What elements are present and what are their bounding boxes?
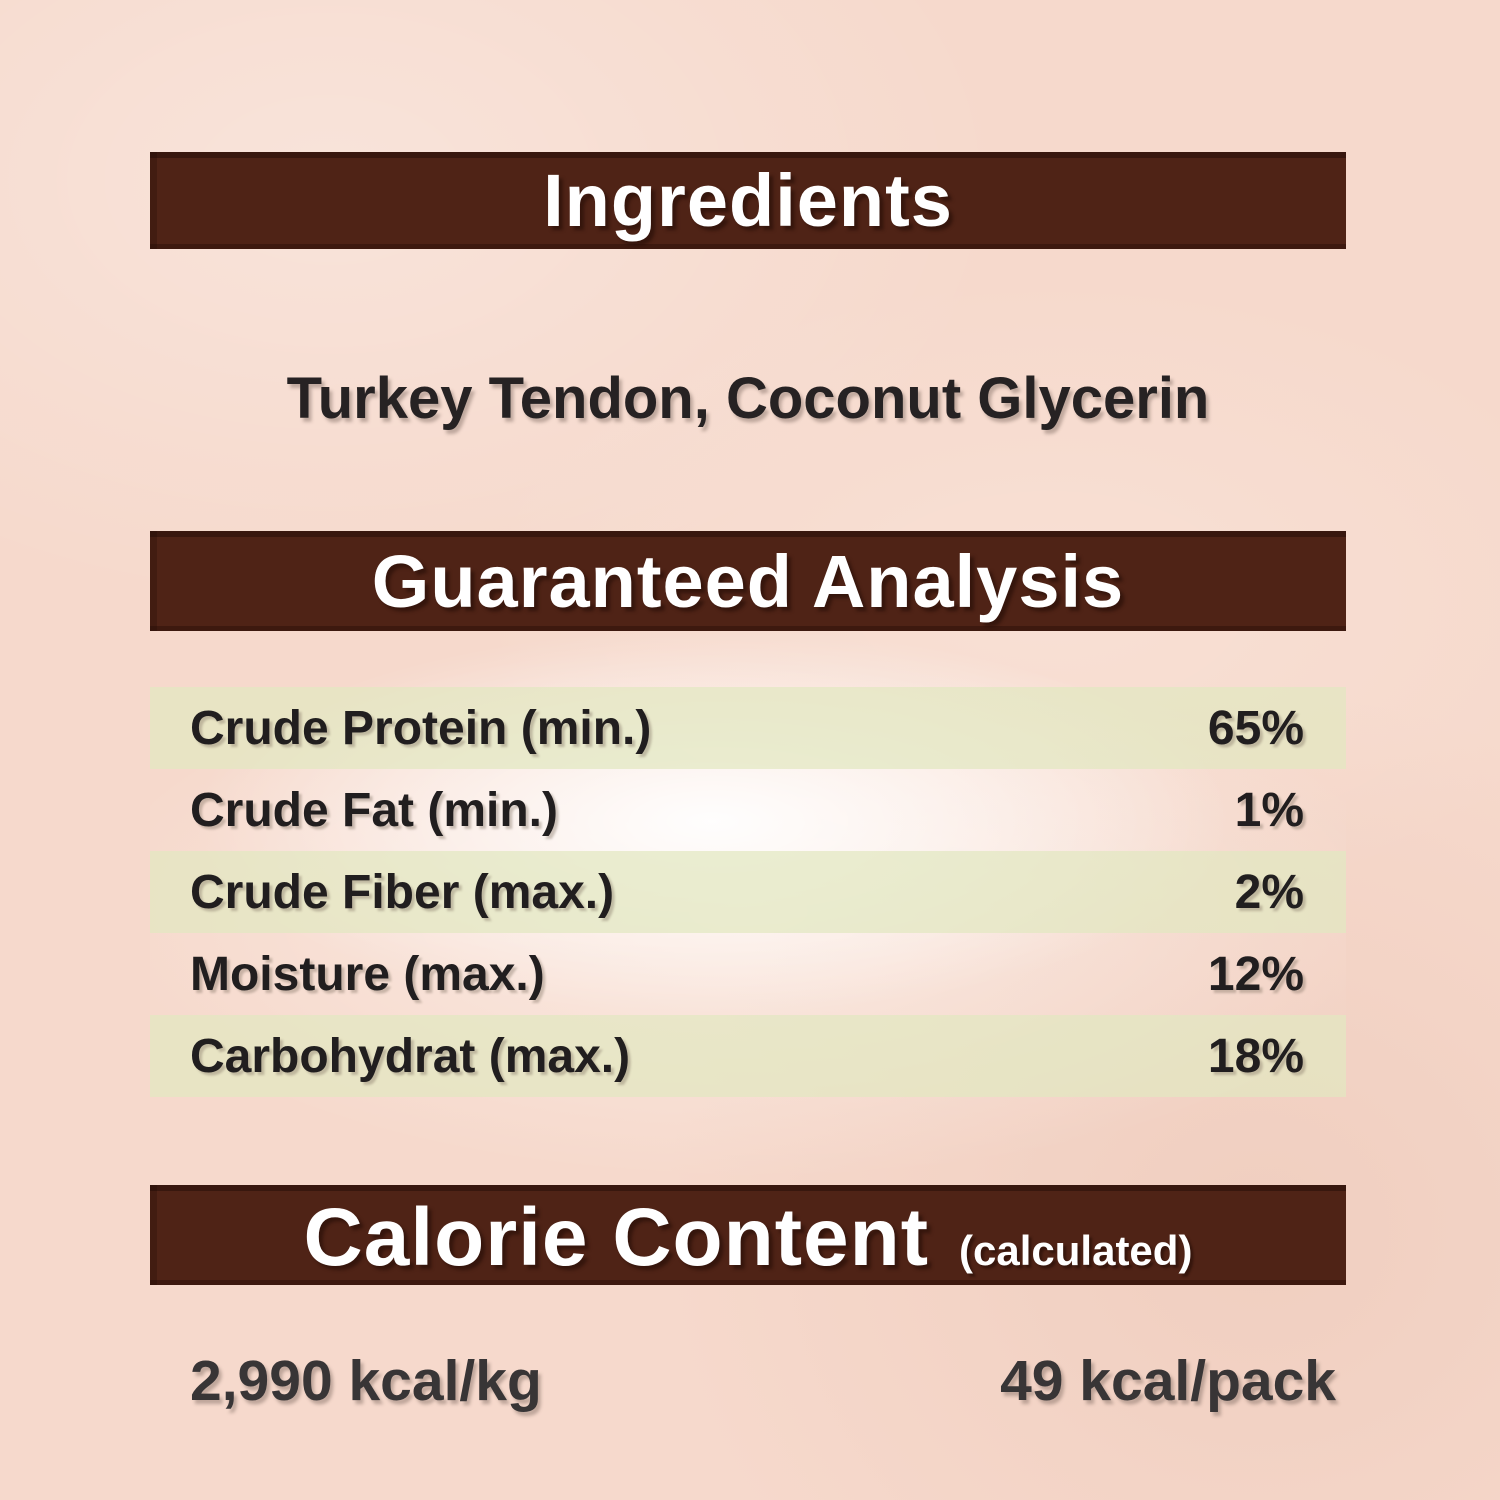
ingredients-list: Turkey Tendon, Coconut Glycerin: [286, 366, 1210, 431]
analysis-row-moisture: Moisture (max.) 12%: [150, 933, 1346, 1015]
calorie-content-title: Calorie Content: [303, 1192, 930, 1283]
calorie-values-row: 2,990 kcal/kg 49 kcal/pack: [150, 1348, 1346, 1414]
analysis-row-carbohydrate: Carbohydrat (max.) 18%: [150, 1015, 1346, 1097]
analysis-label: Crude Fiber (max.): [190, 865, 615, 919]
guaranteed-analysis-title: Guaranteed Analysis: [371, 539, 1125, 623]
analysis-label: Crude Fat (min.): [190, 783, 558, 837]
calorie-content-subtitle: (calculated): [959, 1227, 1193, 1274]
guaranteed-analysis-header-bar: Guaranteed Analysis: [150, 531, 1346, 631]
calorie-content-header-bar: Calorie Content (calculated): [150, 1185, 1346, 1285]
analysis-label: Crude Protein (min.): [190, 701, 652, 755]
analysis-value: 65%: [1207, 701, 1304, 755]
analysis-row-crude-fiber: Crude Fiber (max.) 2%: [150, 851, 1346, 933]
analysis-value: 12%: [1207, 947, 1304, 1001]
guaranteed-analysis-table: Crude Protein (min.) 65% Crude Fat (min.…: [150, 687, 1346, 1097]
analysis-label: Carbohydrat (max.): [190, 1029, 631, 1083]
ingredients-title: Ingredients: [543, 159, 953, 242]
analysis-label: Moisture (max.): [190, 947, 545, 1001]
analysis-row-crude-protein: Crude Protein (min.) 65%: [150, 687, 1346, 769]
analysis-value: 1%: [1234, 783, 1304, 837]
calories-per-pack: 49 kcal/pack: [1000, 1349, 1336, 1413]
analysis-value: 18%: [1207, 1029, 1304, 1083]
ingredients-header-bar: Ingredients: [150, 152, 1346, 249]
analysis-row-crude-fat: Crude Fat (min.) 1%: [150, 769, 1346, 851]
analysis-value: 2%: [1234, 865, 1304, 919]
calories-per-kg: 2,990 kcal/kg: [190, 1349, 542, 1413]
